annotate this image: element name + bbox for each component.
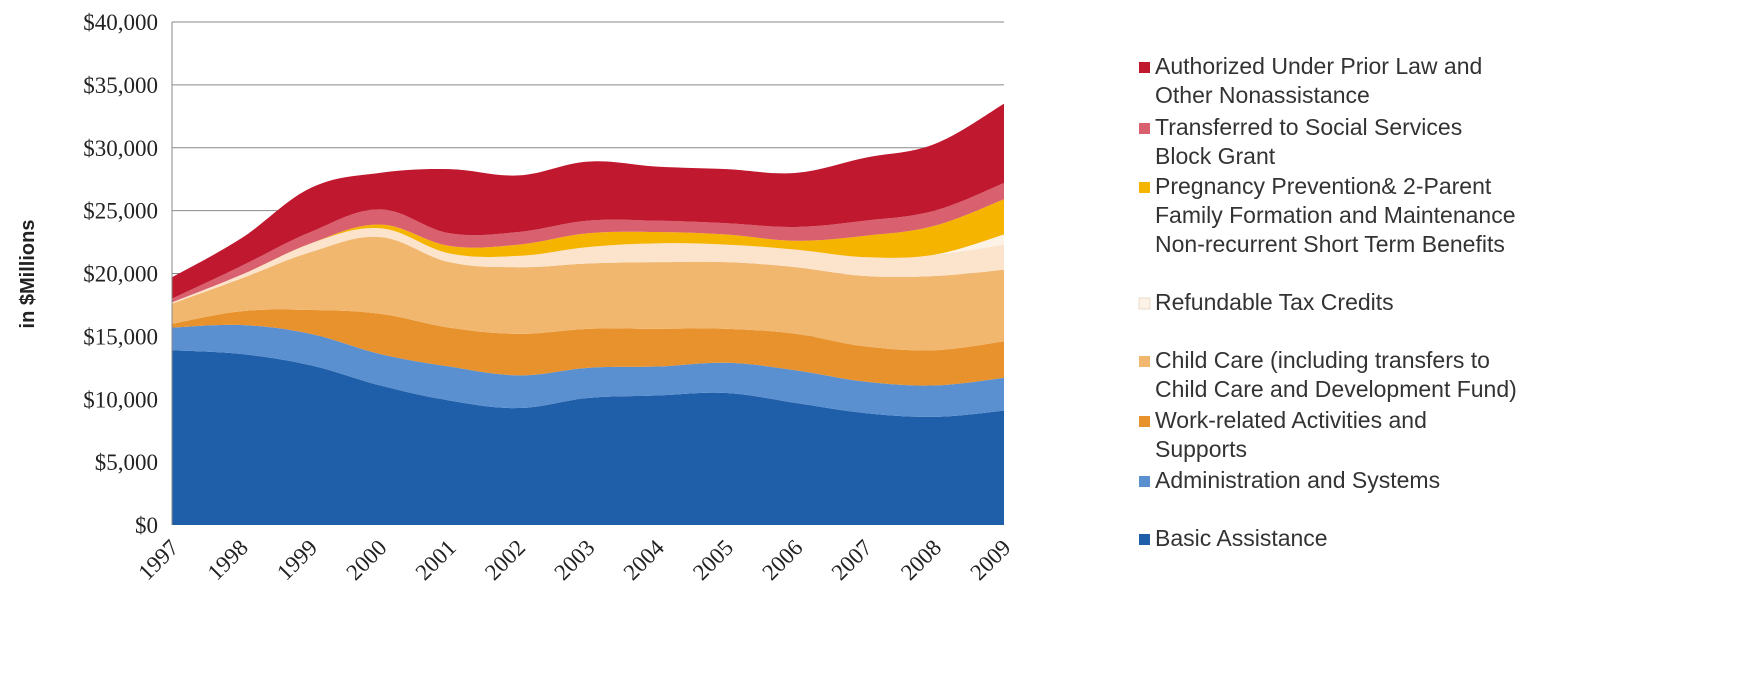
y-tick-label: $40,000 bbox=[83, 10, 158, 35]
legend-swatch bbox=[1139, 416, 1150, 427]
legend-label: Transferred to Social Services bbox=[1155, 114, 1462, 140]
legend-label: Supports bbox=[1155, 436, 1247, 462]
x-tick-labels: 1997 1998 1999 2000 2001 2002 2003 2004 2005 2006… bbox=[133, 535, 1015, 586]
x-tick-label: 2007 bbox=[827, 535, 877, 585]
legend-label: Pregnancy Prevention& 2-Parent bbox=[1155, 173, 1492, 199]
area-child-care-including-transfers-to-child-care-and-development-fund bbox=[172, 236, 1004, 351]
y-tick-label: $0 bbox=[135, 513, 158, 538]
legend-label: Block Grant bbox=[1155, 143, 1276, 169]
x-tick-label: 2005 bbox=[688, 535, 738, 585]
x-tick-label: 2002 bbox=[480, 535, 530, 585]
y-axis-title: in $Millions bbox=[17, 220, 39, 329]
legend-label: Work-related Activities and bbox=[1155, 407, 1427, 433]
y-tick-label: $25,000 bbox=[83, 199, 158, 224]
legend-item: Basic Assistance bbox=[1139, 525, 1328, 551]
legend-swatch bbox=[1139, 534, 1150, 545]
y-tick-labels: $40,000 $35,000 $30,000 $25,000 $20,000 $15,0… bbox=[83, 10, 158, 538]
legend-label: Authorized Under Prior Law and bbox=[1155, 53, 1482, 79]
legend: Authorized Under Prior Law and Other Nona… bbox=[1138, 53, 1517, 551]
y-tick-label: $5,000 bbox=[95, 450, 158, 475]
x-tick-label: 1997 bbox=[133, 535, 183, 585]
area-transferred-to-social-services-block-grant bbox=[172, 182, 1004, 303]
x-tick-label: 2000 bbox=[341, 535, 391, 585]
legend-swatch bbox=[1139, 123, 1150, 134]
area-pregnancy-prevention-2-parent-family-formation-and-maintenance bbox=[172, 199, 1004, 303]
legend-item: Pregnancy Prevention& 2-Parent Family For… bbox=[1139, 173, 1516, 257]
legend-item: Authorized Under Prior Law and Other Nona… bbox=[1139, 53, 1482, 108]
legend-label: Administration and Systems bbox=[1155, 467, 1440, 493]
legend-item: Work-related Activities and Supports bbox=[1139, 407, 1427, 462]
x-tick-label: 2001 bbox=[411, 535, 461, 585]
area-series bbox=[172, 103, 1004, 525]
area-basic-assistance bbox=[172, 350, 1004, 525]
x-tick-label: 2008 bbox=[896, 535, 946, 585]
legend-label: Other Nonassistance bbox=[1155, 82, 1370, 108]
legend-swatch bbox=[1138, 297, 1151, 310]
area-refundable-tax-credits bbox=[172, 227, 1004, 304]
x-tick-label: 1998 bbox=[203, 535, 253, 585]
x-tick-label: 1999 bbox=[272, 535, 322, 585]
x-tick-label: 2004 bbox=[619, 535, 670, 586]
legend-label: Non-recurrent Short Term Benefits bbox=[1155, 231, 1505, 257]
legend-item: Administration and Systems bbox=[1139, 467, 1440, 493]
y-tick-label: $20,000 bbox=[83, 262, 158, 287]
area-work-related-activities-and-supports bbox=[172, 309, 1004, 386]
legend-label: Basic Assistance bbox=[1155, 525, 1328, 551]
legend-swatch bbox=[1139, 476, 1150, 487]
legend-swatch bbox=[1139, 182, 1150, 193]
legend-item: Child Care (including transfers to Child … bbox=[1139, 347, 1517, 402]
legend-swatch bbox=[1139, 356, 1150, 367]
x-tick-label: 2006 bbox=[757, 535, 807, 585]
legend-label: Refundable Tax Credits bbox=[1155, 289, 1394, 315]
y-tick-label: $30,000 bbox=[83, 136, 158, 161]
legend-item: Transferred to Social Services Block Gran… bbox=[1139, 114, 1462, 169]
area-administration-and-systems bbox=[172, 324, 1004, 417]
y-tick-label: $10,000 bbox=[83, 387, 158, 412]
x-tick-label: 2003 bbox=[549, 535, 599, 585]
legend-swatch bbox=[1139, 62, 1150, 73]
legend-item: Refundable Tax Credits bbox=[1138, 289, 1394, 315]
legend-label: Child Care (including transfers to bbox=[1155, 347, 1490, 373]
y-tick-label: $35,000 bbox=[83, 73, 158, 98]
y-tick-label: $15,000 bbox=[83, 324, 158, 349]
x-tick-label: 2009 bbox=[965, 535, 1015, 585]
legend-label: Family Formation and Maintenance bbox=[1155, 202, 1516, 228]
legend-label: Child Care and Development Fund) bbox=[1155, 376, 1517, 402]
area-authorized-under-prior-law-and-other-nonassistance bbox=[172, 103, 1004, 299]
